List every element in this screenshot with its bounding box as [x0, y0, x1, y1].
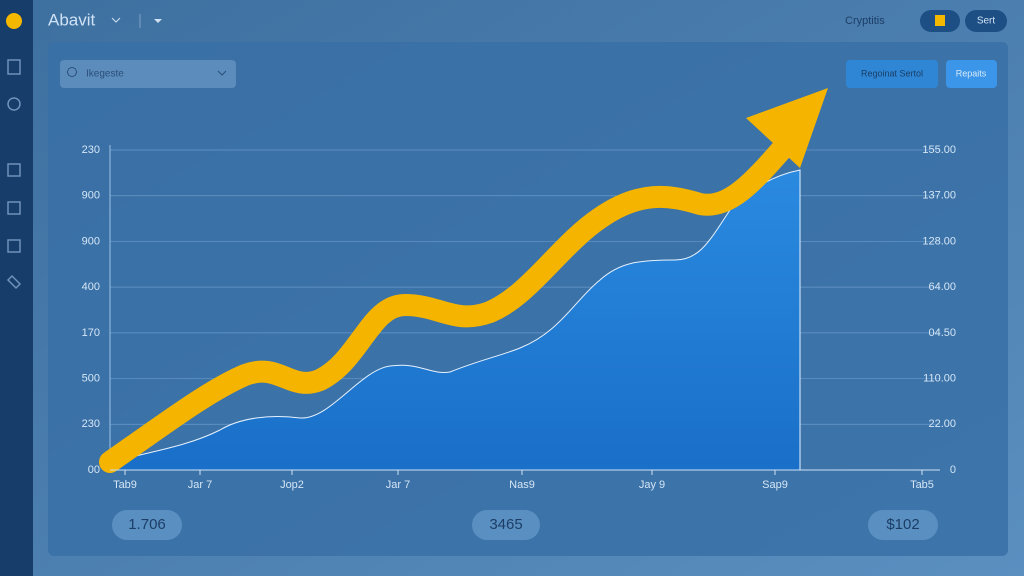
search-box[interactable] — [60, 60, 236, 88]
trend-arrowhead — [746, 88, 828, 168]
toolbar-button[interactable] — [946, 60, 997, 88]
summary-pill — [112, 510, 182, 540]
x-axis-label: Jay 9 — [639, 479, 665, 491]
right-axis-label: 22.00 — [928, 418, 956, 430]
sidebar-icons — [6, 59, 22, 290]
summary-pill — [868, 510, 938, 540]
toolbar-button[interactable] — [846, 60, 938, 88]
account-label[interactable]: Cryptitis — [845, 15, 885, 27]
right-axis-label: 04.50 — [928, 327, 956, 339]
search-caret — [217, 70, 227, 76]
dropdown-caret[interactable] — [111, 17, 121, 23]
left-axis-label: 400 — [82, 281, 100, 293]
x-axis-label: Nas9 — [509, 479, 535, 491]
right-axis-label: 0 — [950, 464, 956, 476]
chart-grid: 230 900 900 400 170 500 230 00 155.00 137.00 128.0… — [82, 144, 956, 491]
trend-arrow — [99, 129, 801, 473]
summary-value: 3465 — [489, 516, 522, 533]
nav-icon[interactable] — [7, 239, 21, 253]
nav-icon[interactable] — [7, 201, 21, 215]
right-axis-label: 155.00 — [922, 144, 956, 156]
left-axis-label: 00 — [88, 464, 100, 476]
left-axis-label: 900 — [82, 235, 100, 247]
right-axis-label: 64.00 — [928, 281, 956, 293]
toolbar-button-label: Regoinat Sertol — [861, 68, 923, 78]
x-axis-label: Sap9 — [762, 479, 788, 491]
right-axis-label: 137.00 — [922, 190, 956, 202]
header-button[interactable] — [965, 10, 1007, 32]
x-axis-label: Tab9 — [113, 479, 137, 491]
app-title[interactable]: Abavit — [48, 10, 96, 29]
x-axis-label: Tab5 — [910, 479, 934, 491]
search-icon — [67, 67, 77, 77]
left-axis-label: 900 — [82, 190, 100, 202]
summary-value: 1.706 — [128, 516, 166, 533]
summary-value: $102 — [886, 516, 919, 533]
nav-icon[interactable] — [7, 97, 21, 111]
left-axis-label: 170 — [82, 327, 100, 339]
left-axis-label: 230 — [82, 418, 100, 430]
x-axis-label: Jop2 — [280, 479, 304, 491]
x-axis-label: Jar 7 — [188, 479, 212, 491]
right-axis-label: 128.00 — [922, 235, 956, 247]
header-button-label: Sert — [977, 16, 996, 27]
nav-icon[interactable] — [6, 274, 22, 290]
notification-icon — [935, 15, 945, 26]
left-axis-label: 230 — [82, 144, 100, 156]
nav-icon[interactable] — [7, 163, 21, 177]
right-axis-label: 110.00 — [923, 372, 956, 384]
dropdown-caret[interactable] — [154, 19, 162, 23]
toolbar-button-label: Repaits — [956, 68, 987, 78]
summary-pill — [472, 510, 540, 540]
nav-icon[interactable] — [7, 59, 21, 75]
left-axis-label: 500 — [82, 372, 100, 384]
search-placeholder: Ikegeste — [86, 69, 124, 80]
logo-icon[interactable] — [6, 13, 22, 29]
area-series — [109, 169, 801, 471]
x-axis-label: Jar 7 — [386, 479, 410, 491]
